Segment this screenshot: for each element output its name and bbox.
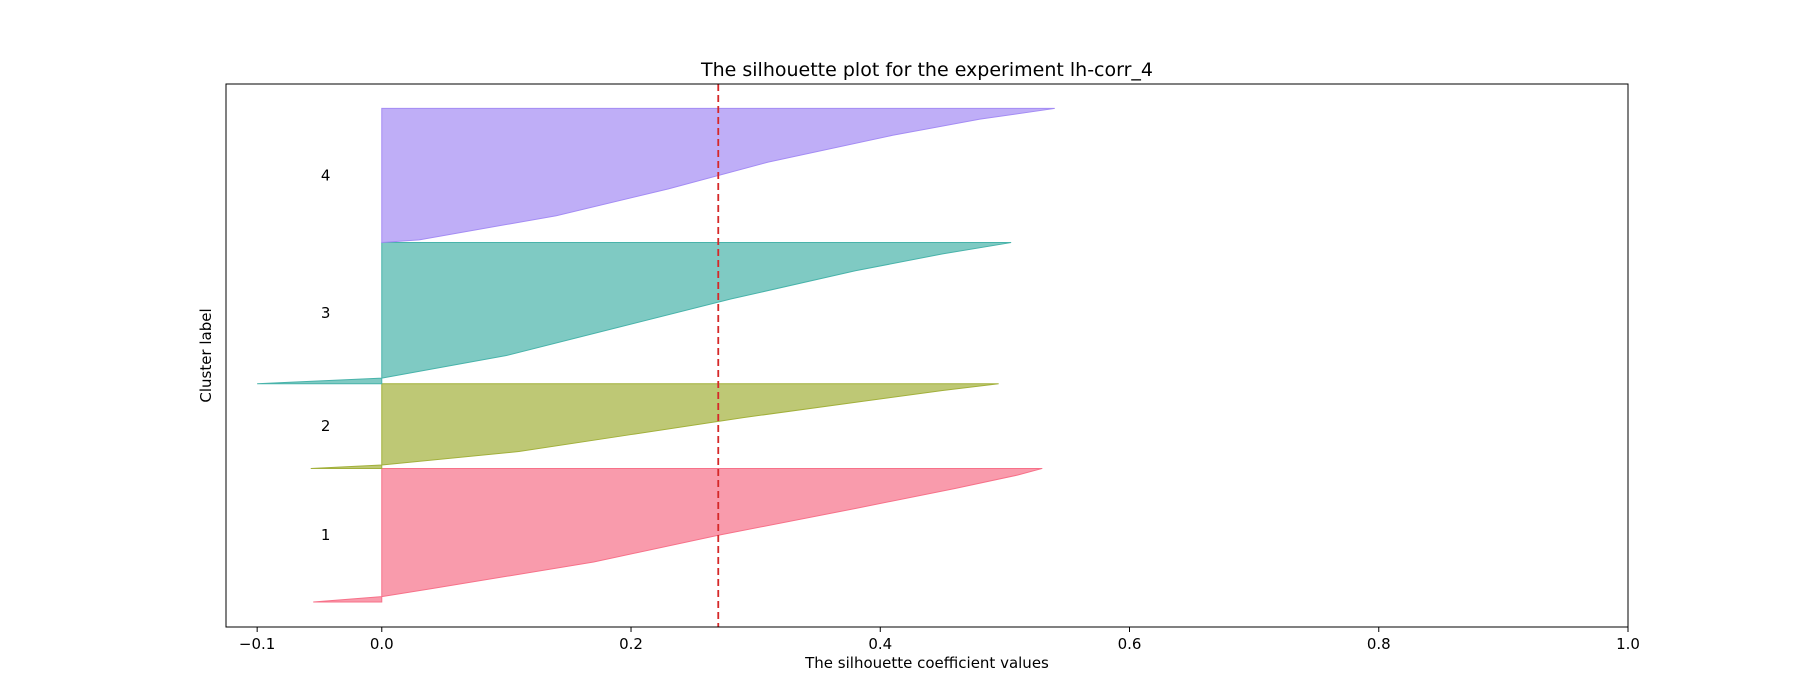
x-tick-label: 0.6 — [1118, 635, 1142, 653]
cluster-areas — [257, 107, 1055, 603]
cluster-1-area — [313, 467, 1043, 603]
cluster-label-1: 1 — [321, 526, 331, 544]
x-tick-label: 0.4 — [868, 635, 892, 653]
cluster-label-4: 4 — [321, 166, 331, 184]
x-tick-label: −0.1 — [239, 635, 275, 653]
chart-title: The silhouette plot for the experiment l… — [700, 59, 1153, 81]
plot-frame — [225, 83, 1629, 628]
cluster-3-area — [257, 242, 1012, 385]
x-tick-label: 1.0 — [1616, 635, 1640, 653]
cluster-label-2: 2 — [321, 417, 331, 435]
x-tick-label: 0.0 — [370, 635, 394, 653]
cluster-2-area — [310, 383, 999, 469]
cluster-label-3: 3 — [321, 304, 331, 322]
y-axis-label: Cluster label — [197, 308, 215, 402]
x-tick-label: 0.2 — [619, 635, 643, 653]
cluster-labels: 1 2 3 4 — [321, 166, 331, 544]
x-axis-label: The silhouette coefficient values — [804, 654, 1049, 672]
x-axis-ticks: −0.1 0.0 0.2 0.4 0.6 0.8 1.0 — [239, 627, 1640, 653]
x-tick-label: 0.8 — [1367, 635, 1391, 653]
